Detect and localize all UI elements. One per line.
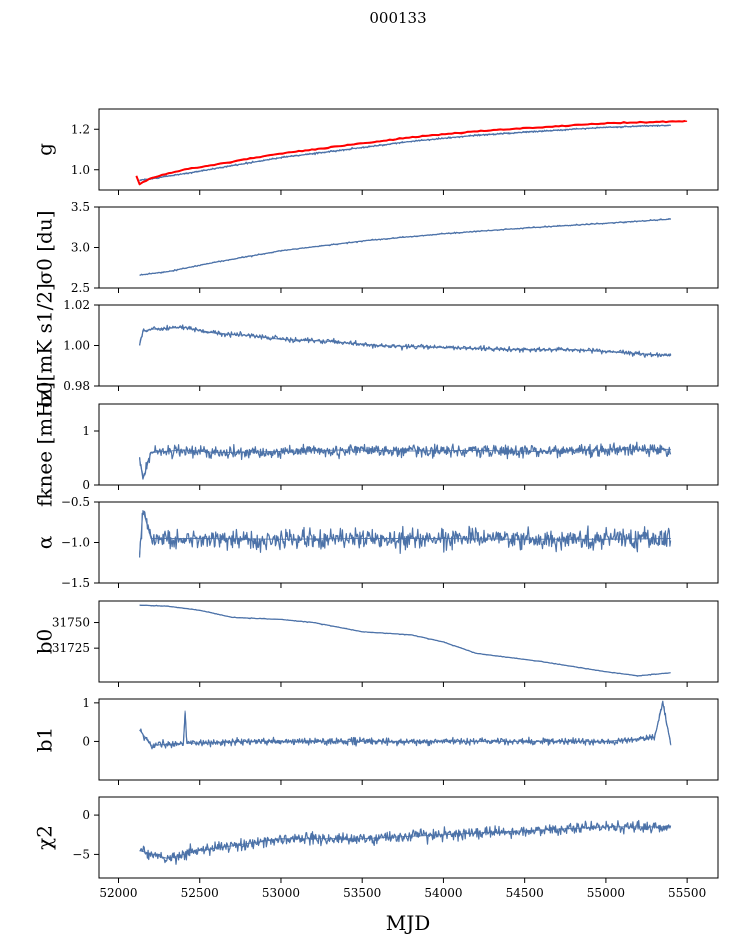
x-axis-label: MJD bbox=[386, 911, 431, 935]
series-chi2-data-trend bbox=[139, 826, 671, 859]
x-tick-label: 53000 bbox=[262, 886, 300, 900]
series-b0-data bbox=[139, 604, 670, 677]
y-tick-label-sigma0_du: 3.5 bbox=[71, 200, 90, 214]
y-axis-label-b0: b0 bbox=[33, 629, 57, 655]
y-tick-label-b1: 1 bbox=[82, 696, 90, 710]
y-axis-label-g: g bbox=[33, 143, 57, 156]
y-tick-label-g: 1.2 bbox=[71, 122, 90, 136]
axes-frame-b0 bbox=[98, 600, 719, 683]
x-tick-label: 54000 bbox=[424, 886, 462, 900]
y-tick-label-sigma0_mk: 1.02 bbox=[63, 298, 90, 312]
series-sigma0_du-data-trend bbox=[139, 218, 671, 276]
series-fknee-data-trend bbox=[139, 448, 671, 480]
x-tick-label: 54500 bbox=[506, 886, 544, 900]
series-g-data bbox=[139, 124, 671, 182]
y-axis-label-chi2: χ2 bbox=[33, 825, 57, 850]
series-sigma0_mk-data bbox=[139, 324, 672, 358]
x-tick-label: 52500 bbox=[181, 886, 219, 900]
panels: 1.0 1.2 g 2.5 3.0 3.5 σ0 [du] 0.98 1.00 1.02 σ0[mK… bbox=[33, 108, 719, 900]
y-axis-label-sigma0_mk: σ0[mK s1/2] bbox=[33, 283, 57, 408]
y-tick-label-sigma0_du: 3.0 bbox=[71, 241, 90, 255]
y-axis-label-fknee: fknee [mHz] bbox=[33, 382, 57, 507]
series-b1-data-trend bbox=[139, 702, 672, 746]
y-tick-label-b0: 31725 bbox=[52, 641, 90, 655]
y-tick-label-fknee: 0 bbox=[82, 478, 90, 492]
y-tick-label-sigma0_mk: 0.98 bbox=[63, 379, 90, 393]
y-tick-label-b1: 0 bbox=[82, 734, 90, 748]
panel-alpha: −1.5 −1.0 −0.5 α bbox=[33, 495, 719, 590]
series-g-model-trend bbox=[135, 120, 688, 185]
panel-g: 1.0 1.2 g bbox=[33, 108, 719, 195]
series-sigma0_mk-data-trend bbox=[139, 326, 671, 357]
y-tick-label-sigma0_du: 2.5 bbox=[71, 281, 90, 295]
panel-chi2: −5 0 52000 52500 53000 53500 54000 54500 55000 55… bbox=[33, 796, 719, 900]
series-g-model bbox=[135, 119, 686, 186]
x-tick-label: 55000 bbox=[587, 886, 625, 900]
x-tick-label: 55500 bbox=[668, 886, 706, 900]
series-chi2-data bbox=[139, 819, 672, 865]
series-alpha-data-trend bbox=[139, 509, 671, 555]
axes-frame-sigma0_du bbox=[98, 206, 719, 289]
y-tick-label-chi2: −5 bbox=[72, 847, 90, 861]
axes-frame-g bbox=[98, 108, 719, 191]
y-tick-label-g: 1.0 bbox=[71, 163, 90, 177]
y-axis-label-b1: b1 bbox=[33, 727, 57, 753]
x-tick-label: 53500 bbox=[343, 886, 381, 900]
y-tick-label-sigma0_mk: 1.00 bbox=[63, 339, 90, 353]
series-g-data-trend bbox=[139, 124, 671, 181]
y-tick-label-chi2: 0 bbox=[82, 808, 90, 822]
series-fknee-data bbox=[139, 441, 672, 479]
y-tick-label-alpha: −0.5 bbox=[61, 495, 90, 509]
axes-frame-b1 bbox=[98, 698, 719, 781]
axes-frame-fknee bbox=[98, 403, 719, 486]
y-axis-label-alpha: α bbox=[33, 536, 57, 550]
y-tick-label-fknee: 1 bbox=[82, 424, 90, 438]
x-tick-label: 52000 bbox=[99, 886, 137, 900]
panel-b1: 0 1 b1 bbox=[33, 696, 719, 785]
figure-title: 000133 bbox=[369, 9, 426, 27]
series-alpha-data bbox=[139, 510, 672, 558]
panel-sigma0_mk: 0.98 1.00 1.02 σ0[mK s1/2] bbox=[33, 283, 719, 408]
y-tick-label-alpha: −1.0 bbox=[61, 536, 90, 550]
y-axis-label-sigma0_du: σ0 [du] bbox=[33, 210, 57, 284]
series-b1-data bbox=[139, 700, 672, 750]
panel-fknee: 0 1 fknee [mHz] bbox=[33, 382, 719, 507]
y-tick-label-alpha: −1.5 bbox=[61, 576, 90, 590]
panel-sigma0_du: 2.5 3.0 3.5 σ0 [du] bbox=[33, 200, 719, 295]
series-b0-data-trend bbox=[139, 604, 671, 677]
series-sigma0_du-data bbox=[139, 218, 671, 276]
y-tick-label-b0: 31750 bbox=[52, 616, 90, 630]
axes-frame-chi2 bbox=[98, 796, 719, 879]
